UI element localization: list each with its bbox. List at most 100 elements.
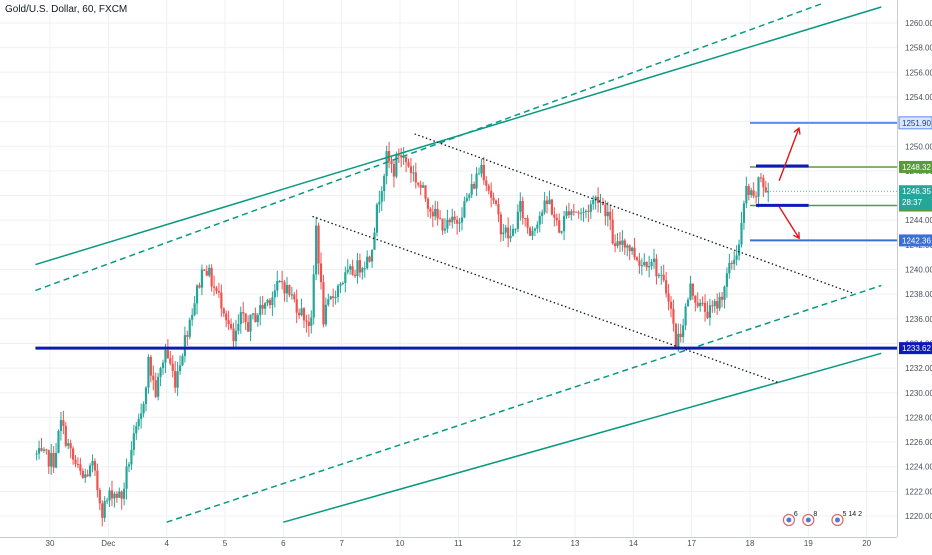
candle-body — [319, 263, 323, 283]
candle-body — [579, 212, 583, 214]
price-label-level-1248: 1248.32 — [902, 163, 931, 172]
candle-body — [361, 268, 364, 273]
candle-body — [237, 323, 240, 331]
candle-body — [93, 461, 97, 471]
candle-body — [390, 160, 393, 165]
candle-body — [290, 294, 293, 296]
candle-body — [502, 232, 505, 235]
candle-body — [118, 491, 121, 498]
candle-body — [733, 259, 736, 264]
candle-body — [618, 241, 622, 245]
candle-body — [657, 275, 660, 277]
candle-body — [699, 302, 702, 307]
candle-body — [273, 290, 276, 298]
event-badge-1: 6 — [782, 511, 798, 527]
candle-body — [334, 297, 337, 299]
candle-body — [708, 305, 711, 318]
candle-body — [251, 313, 255, 315]
candle-body — [130, 449, 133, 465]
candle-body — [480, 164, 483, 174]
candle-body — [417, 182, 420, 185]
candle-body — [652, 258, 656, 262]
candle-body — [640, 265, 643, 267]
candle-body — [616, 241, 619, 247]
candle-body — [52, 452, 55, 468]
candle-body — [596, 196, 600, 203]
candle-body — [456, 219, 459, 224]
y-tick-label: 1254.00 — [905, 93, 932, 102]
candle-body — [487, 185, 490, 191]
candle-body — [494, 200, 498, 204]
x-tick-label: 17 — [687, 539, 696, 548]
y-tick-label: 1238.00 — [905, 290, 932, 299]
candle-body — [577, 212, 580, 214]
candle-body — [188, 319, 191, 337]
candle-body — [261, 305, 264, 309]
candle-body — [300, 308, 303, 316]
candle-body — [504, 227, 507, 233]
candle-body — [601, 201, 605, 206]
candle-body — [728, 262, 731, 274]
candle-body — [91, 461, 94, 466]
candle-body — [606, 211, 609, 217]
current-price-label: 1246.35 — [902, 187, 931, 196]
candle-body — [234, 330, 238, 342]
candle-body — [485, 180, 488, 186]
candle-body — [458, 222, 461, 224]
candle-body — [254, 313, 257, 323]
candle-body — [157, 376, 160, 397]
candle-body — [473, 183, 476, 189]
candle-body — [604, 205, 607, 217]
candle-body — [324, 304, 327, 325]
candle-body — [499, 214, 502, 235]
candle-body — [341, 283, 344, 285]
candle-body — [171, 363, 174, 371]
candle-body — [366, 256, 369, 269]
candle-body — [465, 197, 468, 202]
y-tick-label: 1220.00 — [905, 512, 932, 521]
candle-body — [356, 260, 359, 277]
y-tick-label: 1224.00 — [905, 463, 932, 472]
candle-body — [132, 433, 135, 450]
candle-body — [516, 211, 519, 229]
candle-body — [531, 230, 534, 236]
current-price-bg — [899, 185, 932, 210]
candle-body — [614, 243, 617, 247]
candle-body — [424, 185, 427, 199]
candle-body — [115, 493, 118, 498]
price-label-resistance-1251-bg — [898, 116, 932, 130]
x-tick-label: 10 — [396, 539, 405, 548]
candle-body — [441, 218, 444, 231]
candle-body — [266, 299, 269, 304]
candle-body — [740, 222, 743, 245]
price-label-support-1233-bg — [899, 342, 932, 355]
candle-body — [315, 225, 318, 275]
candle-body — [176, 371, 179, 388]
candle-body — [183, 335, 186, 357]
candle-body — [434, 208, 437, 217]
event-badge-2-count: 8 — [813, 511, 817, 518]
candle-body — [397, 154, 400, 156]
candle-body — [285, 284, 289, 294]
candle-body — [725, 273, 729, 287]
candle-body — [96, 470, 99, 490]
candle-body — [648, 266, 651, 268]
candle-body — [127, 464, 131, 467]
up-arrow — [778, 129, 798, 182]
price-label-level-1242: 1242.36 — [902, 236, 931, 245]
candle-body — [239, 312, 242, 324]
price-label-resistance-1251: 1251.90 — [902, 119, 931, 128]
candle-body — [626, 245, 629, 248]
candle-body — [669, 301, 673, 309]
candle-body — [402, 156, 405, 158]
candle-body — [528, 227, 532, 236]
candle-body — [45, 449, 48, 451]
candle-body — [443, 228, 447, 231]
candle-body — [660, 274, 663, 276]
candle-body — [672, 308, 675, 324]
x-tick-label: 11 — [454, 539, 463, 548]
candle-body — [414, 172, 417, 183]
candle-body — [276, 281, 279, 291]
